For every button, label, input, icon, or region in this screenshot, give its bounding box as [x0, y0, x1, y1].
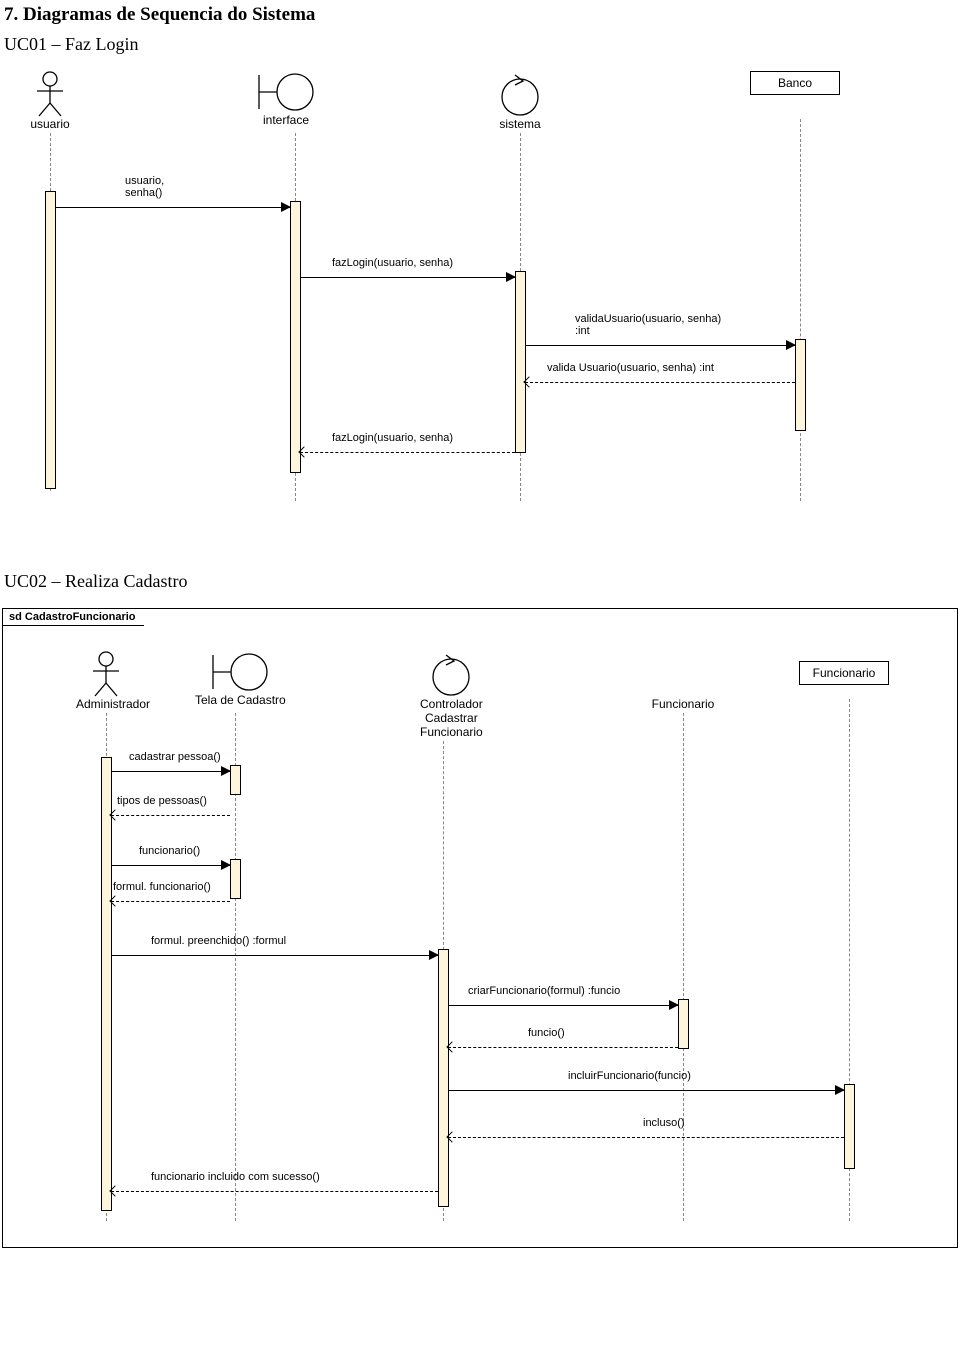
- sequence-diagram-uc02: sd CadastroFuncionario Administrador Tel…: [2, 608, 958, 1248]
- activation-ctrl: [438, 949, 449, 1207]
- boundary-interface: interface: [255, 71, 317, 127]
- frame-label: sd CadastroFuncionario: [3, 609, 145, 626]
- message: criarFuncionario(formul) :funcio: [448, 999, 678, 1013]
- lifeline-banco: [800, 119, 801, 501]
- message: funcionario incluido com sucesso(): [111, 1185, 438, 1199]
- message: fazLogin(usuario, senha): [300, 446, 515, 460]
- activation-usuario: [45, 191, 56, 489]
- control-sistema: sistema: [497, 71, 543, 131]
- lifeline-label: sistema: [497, 117, 543, 131]
- message: incluirFuncionario(funcio): [448, 1084, 844, 1098]
- activation-funcBox: [844, 1084, 855, 1169]
- message: usuario,senha(): [55, 201, 290, 215]
- activation-admin: [101, 757, 112, 1211]
- message: formul. preenchido() :formul: [111, 949, 438, 963]
- activation-tela: [230, 765, 241, 795]
- message: fazLogin(usuario, senha): [300, 271, 515, 285]
- activation-interface: [290, 201, 301, 473]
- boundary-tela: Tela de Cadastro: [195, 651, 286, 707]
- message: funcionario(): [111, 859, 230, 873]
- message: funcio(): [448, 1041, 678, 1055]
- lifeline-head-func: Funcionario: [633, 697, 733, 711]
- activation-func: [678, 999, 689, 1049]
- uc02-title: UC02 – Realiza Cadastro: [4, 571, 960, 592]
- lifeline-label: Administrador: [76, 697, 136, 711]
- lifeline-label: interface: [255, 113, 317, 127]
- activation-sistema: [515, 271, 526, 453]
- message: validaUsuario(usuario, senha):int: [525, 339, 795, 353]
- message: incluso(): [448, 1131, 844, 1145]
- message: cadastrar pessoa(): [111, 765, 230, 779]
- message: tipos de pessoas(): [111, 809, 230, 823]
- sequence-diagram-uc01: usuario interface sistema Banco usuario,se…: [0, 71, 960, 511]
- classbox-banco: Banco: [750, 71, 840, 95]
- lifeline-label: ControladorCadastrarFuncionario: [420, 697, 483, 739]
- activation-banco: [795, 339, 806, 431]
- lifeline-label: Tela de Cadastro: [195, 693, 286, 707]
- actor-usuario: usuario: [20, 71, 80, 131]
- frame-label-text: sd CadastroFuncionario: [9, 611, 136, 623]
- classbox-funcBox: Funcionario: [799, 661, 889, 685]
- section-title: 7. Diagramas de Sequencia do Sistema: [4, 4, 960, 26]
- control-ctrl: ControladorCadastrarFuncionario: [420, 651, 483, 739]
- message: valida Usuario(usuario, senha) :int: [525, 376, 795, 390]
- actor-admin: Administrador: [76, 651, 136, 711]
- activation-tela: [230, 859, 241, 899]
- uc01-title: UC01 – Faz Login: [4, 34, 960, 55]
- lifeline-label: usuario: [20, 117, 80, 131]
- message: formul. funcionario(): [111, 895, 230, 909]
